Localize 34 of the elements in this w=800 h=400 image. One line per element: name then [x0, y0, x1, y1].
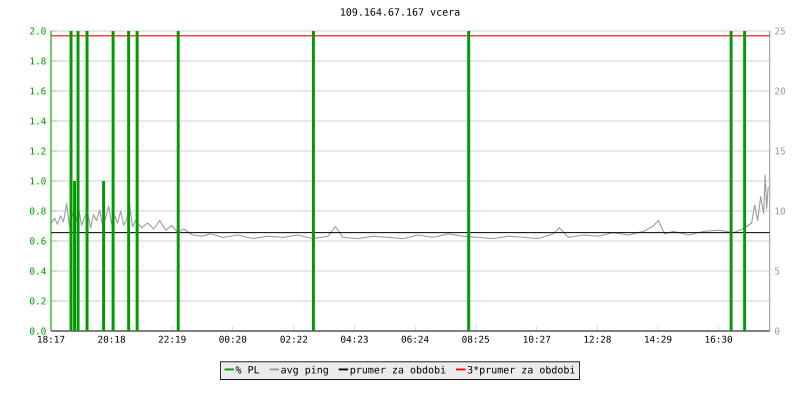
- x-tick-label: 14:29: [645, 336, 672, 343]
- x-tick-label: 12:28: [584, 336, 611, 343]
- y-tick-label: 0.6: [30, 237, 46, 245]
- x-tick-label: 00:20: [219, 336, 246, 343]
- x-tick-label: 06:24: [402, 336, 429, 343]
- y-tick-label: 1.8: [30, 57, 46, 65]
- y-tick-label: 1.6: [30, 87, 46, 95]
- x-tick-label: 04:23: [341, 336, 368, 343]
- y2-tick-label: 15: [776, 148, 785, 154]
- y-tick-label: 0.4: [30, 267, 46, 275]
- x-tick-label: 02:22: [280, 336, 308, 343]
- legend-label: 3*prumer za obdobi: [468, 366, 575, 376]
- y2-tick-label: 0: [774, 327, 780, 335]
- y2-tick-label: 25: [775, 27, 785, 35]
- y2-tick-label: 20: [775, 87, 786, 95]
- legend-label: prumer za obdobi: [350, 366, 446, 376]
- y-tick-label: 1.2: [30, 148, 46, 154]
- y-tick-label: 2.0: [30, 27, 46, 35]
- y-tick-label: 1.4: [30, 118, 46, 124]
- x-tick-label: 10:27: [524, 336, 550, 343]
- x-tick-label: 22:19: [158, 336, 186, 343]
- chart-title: 109.164.67.167 vcera: [340, 8, 460, 16]
- legend-label: % PL: [236, 366, 260, 374]
- legend-label: avg ping: [281, 366, 328, 376]
- y2-tick-label: 10: [776, 207, 786, 215]
- y-tick-label: 1.0: [30, 177, 46, 185]
- x-tick-label: 18:17: [38, 336, 64, 343]
- x-tick-label: 08:25: [462, 336, 489, 343]
- x-tick-label: 16:30: [706, 336, 732, 343]
- x-tick-label: 20:18: [98, 336, 126, 343]
- y2-tick-label: 5: [775, 268, 780, 274]
- y-tick-label: 0.2: [30, 297, 46, 305]
- y-tick-label: 0.0: [30, 327, 46, 335]
- y-tick-label: 0.8: [30, 207, 46, 215]
